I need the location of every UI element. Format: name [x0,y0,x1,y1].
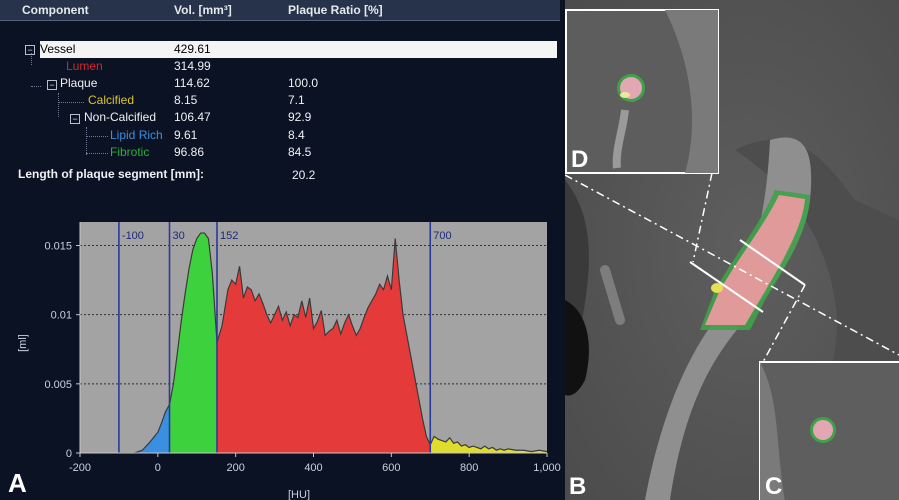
threshold-label: 152 [220,230,238,242]
row-label: Lumen [66,59,103,73]
row-label: Vessel [40,42,76,56]
threshold-label: 30 [173,230,185,242]
table-header: Component Vol. [mm³] Plaque Ratio [%] [0,0,560,21]
panel-label-b: B [569,473,586,500]
inset-c[interactable]: C [759,361,899,500]
x-tick-label: 1,000 [533,462,561,474]
y-tick-label: 0 [66,448,72,460]
y-tick-label: 0.005 [44,379,72,391]
row-ratio: 84.5 [288,145,312,159]
table-row-lipid-rich[interactable]: Lipid Rich 9.61 8.4 [0,127,560,144]
plaque-length-label: Length of plaque segment [mm]: [18,167,204,181]
tree-connector [58,102,84,103]
threshold-label: 700 [433,230,451,242]
lumen-overlay [705,195,805,325]
row-ratio: 7.1 [288,93,305,107]
x-tick-label: -200 [69,462,91,474]
table-row-plaque[interactable]: Plaque 114.62 100.0 [0,75,560,92]
tree-connector [86,136,108,137]
row-ratio: 100.0 [288,76,319,90]
x-axis-label: [HU] [288,489,310,500]
inset-d[interactable]: D [565,9,719,174]
threshold-label: -100 [122,230,144,242]
tree-connector [31,86,41,87]
column-header-component[interactable]: Component [22,3,89,17]
table-row-lumen[interactable]: Lumen 314.99 [0,58,560,75]
series-area-1 [169,233,217,453]
panel-label-a: A [8,468,27,498]
inset-d-pointer [692,172,713,263]
tree-connector [86,153,108,154]
tree-connector [58,93,59,117]
row-volume: 9.61 [174,128,198,142]
row-label: Plaque [60,76,98,90]
x-tick-label: 0 [155,462,161,474]
bone-fragment [600,265,625,325]
row-volume: 114.62 [174,76,210,90]
series-outline-3 [429,435,548,453]
y-tick-label: 0.015 [44,241,72,253]
x-tick-label: 800 [460,462,478,474]
tree-connector [86,127,87,155]
hu-histogram-chart: -100 30 152 700 -200 0 200 400 600 800 1,000 0 0.00… [17,222,561,500]
row-label: Non-Calcified [84,110,157,124]
tree-connector [31,53,32,65]
x-tick-label: 200 [226,462,244,474]
table-row-non-calcified[interactable]: Non-Calcified 106.47 92.9 [0,109,560,126]
table-row-calcified[interactable]: Calcified 8.15 7.1 [0,92,560,109]
column-header-volume[interactable]: Vol. [mm³] [174,3,232,17]
series-outline-1 [168,232,218,405]
series-outline-2 [216,238,431,445]
x-tick-label: 400 [304,462,322,474]
inset-c-pointer [762,284,806,363]
row-volume: 8.15 [174,93,198,107]
table-row-fibrotic[interactable]: Fibrotic 96.86 84.5 [0,144,560,161]
row-label: Calcified [88,93,135,107]
panel-label-d: D [571,146,588,173]
row-volume: 314.99 [174,59,211,73]
collapse-toggle-plaque[interactable]: − [47,80,57,90]
column-header-plaque-ratio[interactable]: Plaque Ratio [%] [288,3,383,17]
cross-section-line-c [739,239,806,286]
row-volume: 106.47 [174,110,211,124]
row-label: Fibrotic [110,145,150,159]
x-tick-label: 600 [382,462,400,474]
row-volume: 429.61 [174,42,211,56]
row-volume: 96.86 [174,145,205,159]
row-ratio: 92.9 [288,110,312,124]
cross-section-line-d [689,261,764,313]
y-tick-label: 0.01 [51,310,72,322]
selected-row-highlight [40,41,557,58]
collapse-toggle-non-calcified[interactable]: − [70,114,80,124]
series-area-0 [118,404,170,453]
row-label: Lipid Rich [110,128,163,142]
table-row-vessel[interactable]: Vessel 429.61 [0,41,560,58]
calcification-spot [711,283,723,293]
y-axis-label: [ml] [17,334,29,352]
panel-label-c: C [765,473,782,500]
row-ratio: 8.4 [288,128,305,142]
plaque-length-value: 20.2 [292,168,316,182]
ct-image-panel: D C B [565,0,899,500]
analysis-panel: Component Vol. [mm³] Plaque Ratio [%] − … [0,0,561,500]
air-region [565,300,589,396]
series-area-3 [430,436,547,453]
collapse-toggle-vessel[interactable]: − [25,45,35,55]
